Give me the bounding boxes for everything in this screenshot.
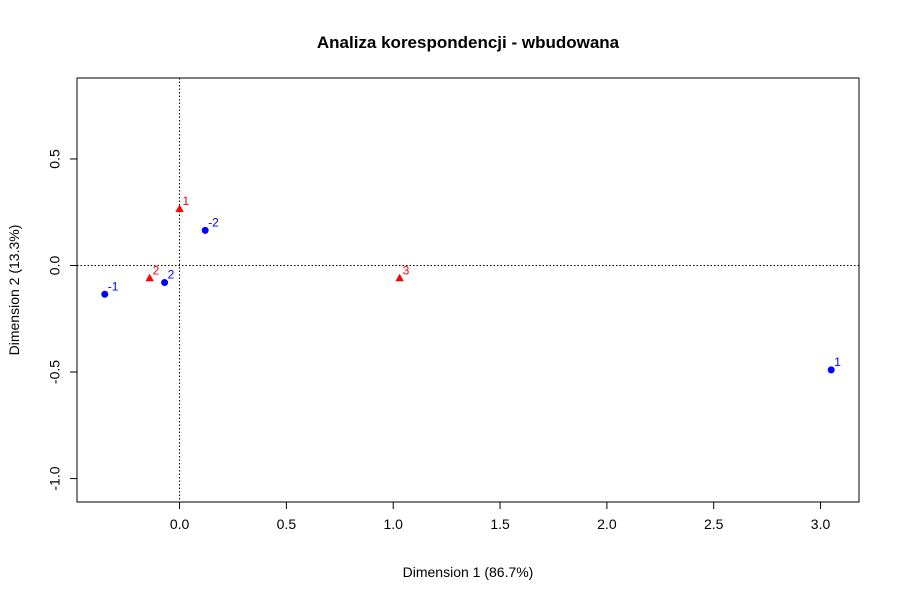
- y-axis: 0.5 0.0 -0.5 -1.0: [47, 149, 78, 491]
- circle-point: [101, 290, 109, 298]
- point-label: -1: [108, 279, 119, 293]
- point-label: 1: [183, 194, 190, 208]
- y-axis-label: Dimension 2 (13.3%): [6, 225, 22, 356]
- x-tick-label: 3.0: [811, 516, 831, 532]
- x-tick-label: 0.0: [170, 516, 190, 532]
- triangle-point: [145, 273, 154, 282]
- reference-lines: [77, 78, 859, 502]
- triangle-point: [175, 204, 184, 213]
- point-label: 3: [403, 263, 410, 277]
- circle-point: [827, 366, 835, 374]
- x-tick-label: 2.5: [704, 516, 724, 532]
- y-tick-label: 0.0: [47, 256, 63, 276]
- circle-point: [161, 279, 169, 287]
- plot-area-border: [76, 77, 860, 503]
- data-points: -1 2 -2 1 1 2 3: [101, 194, 841, 374]
- x-tick-label: 2.0: [597, 516, 617, 532]
- point-label: 2: [168, 268, 175, 282]
- x-tick-label: 1.0: [383, 516, 403, 532]
- x-tick-label: 1.5: [490, 516, 510, 532]
- x-axis: 0.0 0.5 1.0 1.5 2.0 2.5 3.0: [170, 501, 831, 532]
- chart-title: Analiza korespondencji - wbudowana: [317, 33, 620, 52]
- x-axis-label: Dimension 1 (86.7%): [403, 564, 534, 580]
- triangle-point: [395, 273, 404, 282]
- circle-point: [201, 226, 209, 234]
- y-tick-label: 0.5: [47, 149, 63, 169]
- point-label: 2: [153, 263, 160, 277]
- point-label: 1: [834, 355, 841, 369]
- y-tick-label: -1.0: [47, 466, 63, 490]
- point-label: -2: [208, 215, 219, 229]
- y-tick-label: -0.5: [47, 360, 63, 384]
- x-tick-label: 0.5: [277, 516, 297, 532]
